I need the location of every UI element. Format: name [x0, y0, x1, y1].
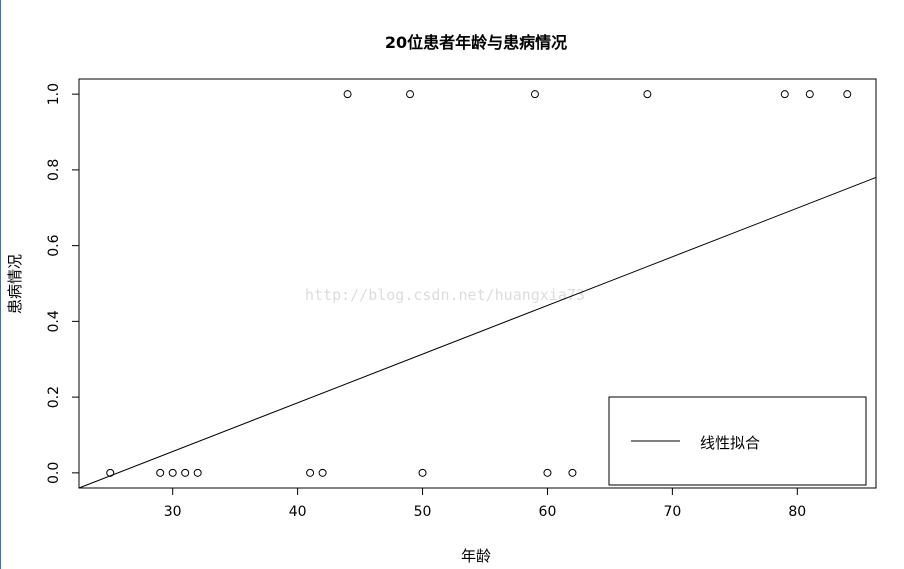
fit-line: [78, 176, 877, 489]
y-axis-label: 患病情况: [6, 254, 24, 314]
data-point: [318, 468, 327, 477]
data-point: [343, 90, 352, 99]
data-point: [193, 468, 202, 477]
data-point: [805, 90, 814, 99]
chart-title: 20位患者年龄与患病情况: [385, 33, 567, 52]
x-tick-label: 60: [539, 504, 557, 520]
data-point: [543, 468, 552, 477]
fit-line-layer: [78, 176, 877, 489]
plot-frame: [78, 78, 877, 489]
data-point: [406, 90, 415, 99]
watermark-text: http://blog.csdn.net/huangxia73: [305, 286, 585, 304]
data-point: [530, 90, 539, 99]
data-point: [306, 468, 315, 477]
data-point: [418, 468, 427, 477]
legend-label: 线性拟合: [700, 434, 760, 452]
x-axis-label: 年龄: [461, 547, 491, 565]
data-point: [168, 468, 177, 477]
x-axis: 30 40 50 60 70 80: [164, 488, 806, 520]
y-tick-label: 0.2: [46, 386, 62, 408]
x-tick-label: 50: [414, 504, 432, 520]
x-tick-label: 80: [788, 504, 806, 520]
data-point: [181, 468, 190, 477]
legend: 线性拟合: [608, 396, 867, 486]
y-tick-label: 1.0: [46, 83, 62, 105]
data-point: [568, 468, 577, 477]
y-axis: 0.0 0.2 0.4 0.6 0.8 1.0: [46, 83, 79, 484]
x-tick-label: 40: [289, 504, 307, 520]
y-tick-label: 0.6: [46, 234, 62, 256]
data-point: [780, 90, 789, 99]
data-point: [843, 90, 852, 99]
data-point: [643, 90, 652, 99]
points-layer: [106, 90, 852, 477]
y-tick-label: 0.4: [46, 310, 62, 332]
y-tick-label: 0.0: [46, 462, 62, 484]
x-tick-label: 70: [663, 504, 681, 520]
y-tick-label: 0.8: [46, 159, 62, 181]
x-tick-label: 30: [164, 504, 182, 520]
data-point: [156, 468, 165, 477]
data-point: [106, 468, 115, 477]
